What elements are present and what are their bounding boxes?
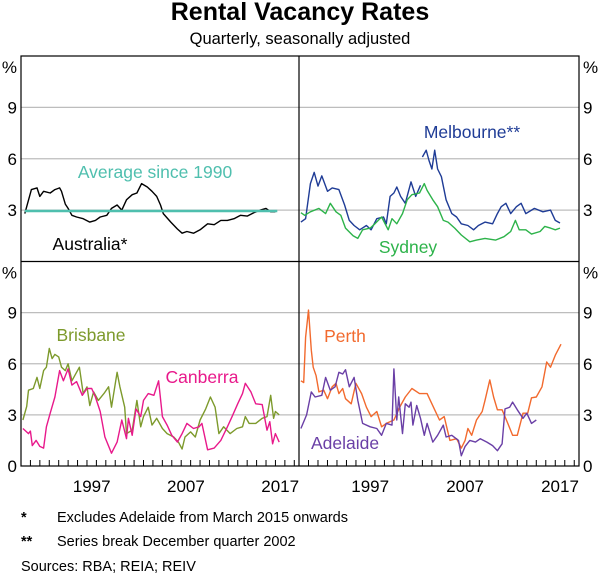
chart-subtitle: Quarterly, seasonally adjusted	[189, 30, 411, 48]
footnote-marker: *	[21, 510, 27, 526]
y-tick-label: 6	[583, 355, 592, 374]
y-tick-label: 6	[8, 150, 17, 169]
series-line-sydney	[300, 182, 561, 243]
y-tick-label: 9	[8, 304, 17, 323]
y-tick-label: %	[2, 58, 17, 77]
y-tick-label: %	[583, 264, 598, 283]
series-label: Adelaide	[311, 433, 379, 453]
series-line-australia	[24, 182, 276, 234]
series-line-canberra	[22, 368, 280, 454]
y-tick-label: 3	[583, 406, 592, 425]
y-tick-label: 9	[8, 98, 17, 117]
y-tick-label: 3	[8, 406, 17, 425]
y-tick-label: 3	[583, 201, 592, 220]
series-label: Perth	[324, 326, 366, 346]
x-tick-label: 1997	[73, 477, 111, 496]
chart-title: Rental Vacancy Rates	[170, 0, 430, 26]
x-tick-label: 2007	[446, 477, 484, 496]
x-tick-label: 2007	[167, 477, 205, 496]
y-tick-label: 9	[583, 304, 592, 323]
x-tick-label: 2017	[261, 477, 299, 496]
series-label: Average since 1990	[78, 162, 233, 182]
series-label: Sydney	[379, 237, 438, 257]
y-tick-label: %	[583, 58, 598, 77]
y-tick-label: 3	[8, 201, 17, 220]
y-tick-label: 9	[583, 98, 592, 117]
series-label: Canberra	[166, 367, 239, 387]
y-tick-label: %	[2, 264, 17, 283]
series-label: Australia*	[53, 234, 128, 254]
y-tick-label: 6	[583, 150, 592, 169]
series-line-perth	[300, 309, 562, 449]
series-line-melbourne	[300, 149, 561, 231]
sources-note: Sources: RBA; REIA; REIV	[21, 559, 196, 575]
y-tick-label: 0	[583, 457, 592, 476]
footnote-text: Excludes Adelaide from March 2015 onward…	[57, 510, 348, 526]
footnote-marker: **	[21, 534, 33, 550]
y-tick-label: 0	[8, 457, 17, 476]
x-tick-label: 2017	[541, 477, 579, 496]
y-tick-label: 6	[8, 355, 17, 374]
footnote-text: Series break December quarter 2002	[57, 534, 296, 550]
series-line-adelaide	[300, 368, 537, 457]
series-label: Melbourne**	[424, 122, 520, 142]
series-label: Brisbane	[56, 325, 125, 345]
x-tick-label: 1997	[351, 477, 389, 496]
series-line-brisbane	[22, 347, 280, 450]
